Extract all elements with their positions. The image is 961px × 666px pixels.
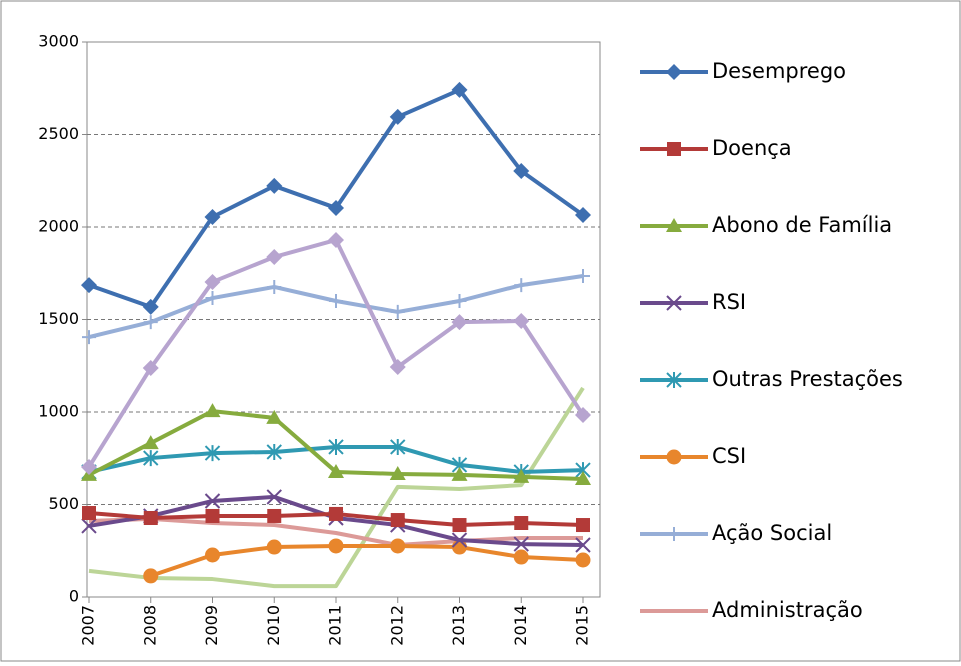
marker <box>82 330 96 345</box>
x-tick-label: 2013 <box>449 605 468 646</box>
x-tick-label: 2007 <box>79 605 98 646</box>
marker <box>82 506 96 521</box>
y-tick-label: 2000 <box>38 217 79 236</box>
marker <box>390 304 405 319</box>
marker <box>328 438 344 455</box>
marker <box>143 450 159 467</box>
x-tick-label: 2011 <box>326 605 345 646</box>
marker <box>266 489 282 505</box>
y-tick-label: 1000 <box>38 402 79 421</box>
series-line <box>150 543 584 578</box>
marker <box>390 438 406 455</box>
marker <box>667 142 681 156</box>
marker <box>514 516 529 530</box>
marker <box>267 279 282 294</box>
marker <box>666 218 682 232</box>
marker <box>513 468 530 483</box>
marker <box>451 314 468 331</box>
series-line <box>88 386 585 589</box>
marker <box>390 538 406 554</box>
marker <box>204 273 221 290</box>
marker <box>329 294 343 308</box>
legend-label: Ação Social <box>712 521 832 545</box>
x-tick-label: 2014 <box>511 605 530 646</box>
marker <box>666 449 682 465</box>
marker <box>328 231 344 248</box>
y-tick-label: 0 <box>69 587 79 606</box>
marker <box>390 513 405 528</box>
marker <box>513 536 529 552</box>
x-tick-label: 2008 <box>140 605 159 646</box>
y-tick-label: 500 <box>48 494 79 513</box>
marker <box>576 518 590 533</box>
marker <box>81 458 97 475</box>
marker <box>142 359 159 376</box>
legend-label: Desemprego <box>712 59 846 83</box>
marker <box>143 511 158 526</box>
marker <box>513 312 530 329</box>
y-tick-label: 2500 <box>38 124 79 143</box>
legend-label: Abono de Família <box>712 213 892 237</box>
y-tick-label: 3000 <box>38 32 79 51</box>
marker <box>266 177 283 194</box>
marker <box>81 518 97 534</box>
marker <box>204 403 221 418</box>
marker <box>389 465 406 480</box>
x-tick-label: 2012 <box>387 605 406 646</box>
marker <box>513 162 530 179</box>
marker <box>666 64 682 80</box>
marker <box>575 470 591 485</box>
marker <box>666 295 682 311</box>
marker <box>142 435 159 450</box>
marker <box>142 298 159 315</box>
series-line <box>88 516 583 548</box>
marker <box>667 527 681 541</box>
marker <box>328 199 344 216</box>
marker <box>205 508 220 523</box>
marker <box>451 466 468 481</box>
x-tick-label: 2015 <box>573 605 592 646</box>
marker <box>205 547 220 563</box>
marker <box>81 277 97 294</box>
marker <box>513 549 529 565</box>
marker <box>266 248 283 265</box>
legend-label: Outras Prestações <box>712 367 903 391</box>
marker <box>576 269 590 284</box>
marker <box>329 506 343 521</box>
marker <box>451 81 468 98</box>
legend-label: Doença <box>712 136 792 160</box>
marker <box>328 538 344 554</box>
marker <box>575 406 591 423</box>
marker <box>389 359 406 376</box>
legend-label: CSI <box>712 444 746 468</box>
x-tick-label: 2010 <box>264 605 283 646</box>
marker <box>666 372 682 388</box>
legend-label: Administração <box>712 598 863 622</box>
marker <box>266 443 282 460</box>
marker <box>267 508 282 523</box>
marker <box>204 445 221 462</box>
marker <box>575 537 591 553</box>
marker <box>205 291 220 306</box>
marker <box>204 493 221 509</box>
x-tick-label: 2009 <box>202 605 221 646</box>
marker <box>266 539 282 555</box>
marker <box>389 108 406 125</box>
marker <box>143 315 158 330</box>
marker <box>143 568 159 584</box>
marker <box>452 294 467 308</box>
legend-label: RSI <box>712 290 746 314</box>
marker <box>514 278 529 293</box>
marker <box>451 532 468 548</box>
marker <box>452 518 467 533</box>
marker <box>204 209 221 226</box>
y-tick-label: 1500 <box>38 309 79 328</box>
marker <box>328 463 344 478</box>
marker <box>266 409 283 424</box>
marker <box>575 206 591 223</box>
marker <box>575 552 591 568</box>
